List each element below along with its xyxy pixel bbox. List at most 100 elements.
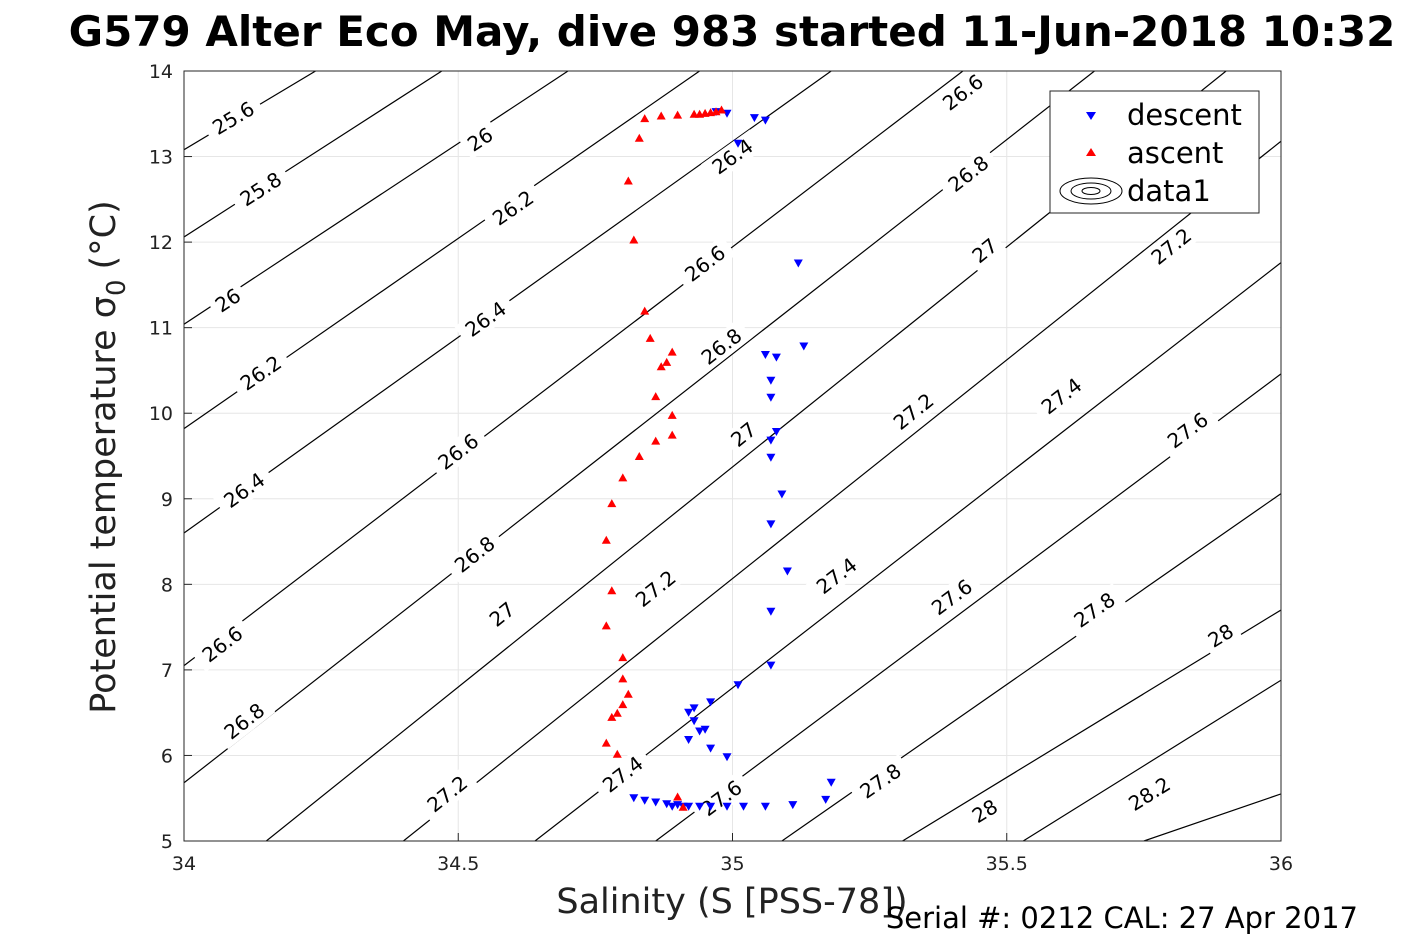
y-tick-label: 13 [149,147,173,169]
contour-label-mask [454,291,518,347]
ascent-point [700,108,710,117]
y-tick-label: 12 [149,232,173,254]
y-tick-label: 6 [161,745,173,767]
legend-ascent-marker [1086,148,1096,156]
descent-point [722,802,732,811]
contour-label-mask [1156,402,1220,458]
ascent-point [634,452,644,460]
ascent-point [612,708,622,717]
contour-line [184,71,443,238]
descent-point [695,802,705,811]
ascent-point [612,749,622,758]
serial-cal-note: Serial #: 0212 CAL: 27 Apr 2017 [886,901,1358,935]
y-tick-label: 10 [149,403,173,425]
descent-point [799,342,809,351]
contour-label-mask [458,119,502,160]
descent-point [689,704,699,713]
descent-point [771,353,781,362]
ascent-point [656,111,666,120]
descent-point [667,802,677,811]
y-tick-label: 5 [161,831,173,853]
descent-point [662,800,672,809]
descent-point [788,801,798,810]
ascent-point [640,306,650,315]
x-tick-label: 34.5 [437,853,479,875]
descent-point [760,351,770,359]
ascent-point [667,430,677,439]
chart-title: G579 Alter Eco May, dive 983 started 11-… [69,7,1396,56]
ascent-point [678,802,688,811]
contour-label-mask [201,92,266,144]
ascent-point [645,333,655,342]
descent-point [766,393,776,402]
contour-label-mask [1199,616,1243,656]
descent-point [760,802,770,811]
descent-point [640,796,650,805]
contour-line [1022,679,1281,841]
contour-label-mask [963,791,1007,831]
contour-label-mask [690,770,753,826]
legend-box [1049,90,1260,214]
contour-label-mask [443,526,506,583]
descent-point [782,567,792,576]
contour-label-mask [480,593,524,635]
descent-point [651,798,661,807]
ascent-point [651,392,661,401]
descent-point [733,681,743,690]
ascent-point [607,499,617,508]
descent-point [766,376,776,385]
contour-label-mask [427,423,490,480]
contour-label-mask [1063,583,1126,637]
ascent-point [601,621,611,630]
descent-point [733,139,743,148]
contour-label-mask [882,383,945,440]
ascent-point [623,176,633,185]
legend-data1-marker [1059,177,1123,205]
ascent-point [717,105,726,114]
y-axis-label-unit: (°C) [84,200,124,269]
contour-label-mask [931,64,995,121]
x-tick-label: 35 [720,853,744,875]
ascent-point [706,108,716,117]
contour-label-mask [229,162,293,216]
y-tick-label: 8 [161,574,173,596]
ascent-point [607,712,617,721]
contour-label-mask [416,765,479,822]
ascent-point [673,792,683,801]
y-tick-label: 11 [149,318,173,340]
ascent-point [689,109,699,118]
contour-label-mask [481,180,545,235]
descent-point [766,607,776,616]
ascent-point [618,674,628,683]
ascent-point [667,347,677,356]
descent-point [766,661,776,670]
descent-point [684,736,694,744]
ascent-point [667,410,677,419]
contour-label-mask [1117,767,1182,820]
ascent-point [623,689,633,698]
descent-point [689,717,699,726]
ascent-point [601,738,611,747]
contour-label-mask [673,235,737,292]
legend: descent ascent data1 [1049,90,1260,214]
ascent-point [601,535,611,544]
contour-label-mask [690,318,753,375]
ascent-point [634,133,644,142]
ascent-point [618,473,628,482]
contour-label-mask [849,754,913,809]
data-points [601,105,836,811]
x-tick-label: 35.5 [986,853,1028,875]
contour-line [184,71,964,667]
descent-point [706,802,716,811]
ascent-point [618,700,628,709]
contour-label-mask [920,569,984,625]
ascent-point [673,110,683,119]
y-tick-label: 14 [149,61,173,83]
contour-label-mask [1140,218,1203,275]
descent-point [766,453,776,462]
y-axis-label-subscript: 0 [102,279,132,296]
ascent-point [640,114,650,123]
x-axis-ticks: 34 34.5 35 35.5 36 [172,833,1293,875]
contour-label-mask [963,230,1007,272]
ascent-point [711,107,721,116]
